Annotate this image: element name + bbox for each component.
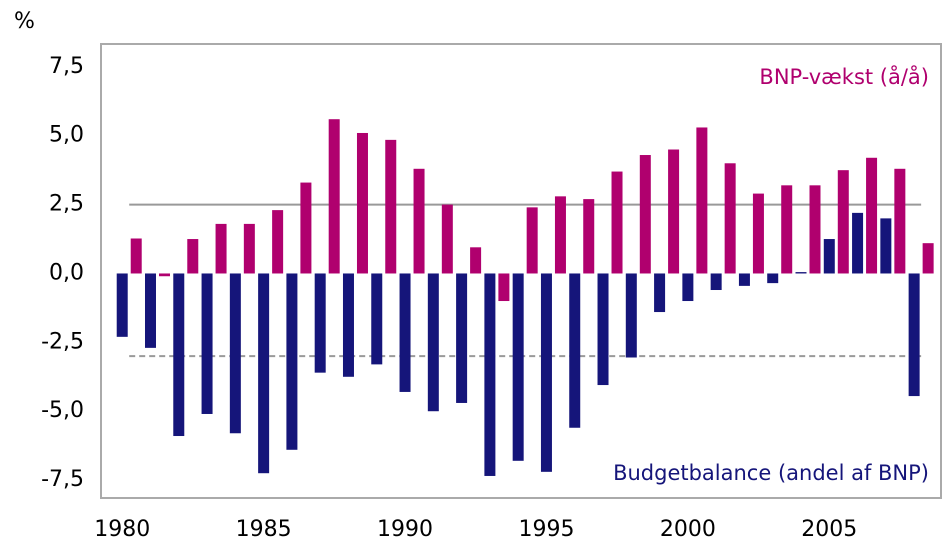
- x-tick-label: 1995: [518, 517, 574, 542]
- bar: [639, 155, 651, 274]
- bar: [258, 273, 270, 474]
- bar: [724, 163, 736, 274]
- bar: [752, 193, 764, 274]
- y-tick-label: -7,5: [41, 467, 84, 492]
- bar: [512, 273, 524, 461]
- y-tick-label: -5,0: [41, 398, 84, 423]
- bar: [668, 149, 680, 274]
- bar: [738, 273, 750, 286]
- bar: [328, 119, 340, 274]
- bar: [413, 168, 425, 274]
- bar: [116, 273, 128, 337]
- bar: [243, 223, 255, 274]
- y-tick-label: 7,5: [49, 54, 84, 79]
- y-unit-label: %: [14, 9, 35, 34]
- x-tick-label: 1990: [377, 517, 433, 542]
- x-tick-label: 1985: [236, 517, 292, 542]
- bar: [654, 273, 666, 313]
- bar: [554, 196, 566, 274]
- bar: [470, 247, 482, 274]
- bar: [597, 273, 609, 386]
- bar: [456, 273, 468, 403]
- bar: [809, 185, 821, 274]
- bar: [300, 182, 312, 274]
- bar: [795, 272, 807, 274]
- bar: [441, 204, 453, 274]
- bar: [894, 168, 906, 274]
- bar: [866, 157, 878, 274]
- y-tick-label: 5,0: [49, 123, 84, 148]
- bar: [342, 273, 354, 377]
- bar: [682, 273, 694, 302]
- bar: [158, 273, 170, 277]
- bar: [399, 273, 411, 392]
- bar: [314, 273, 326, 373]
- bar: [371, 273, 383, 365]
- bar: [173, 273, 185, 437]
- bar: [837, 170, 849, 274]
- plot-frame: [100, 43, 942, 499]
- x-tick-label: 2005: [801, 517, 857, 542]
- bar: [286, 273, 298, 450]
- series-label: BNP-vækst (å/å): [759, 64, 929, 89]
- bar: [583, 199, 595, 274]
- y-tick-label: -2,5: [41, 329, 84, 354]
- bar: [130, 238, 142, 274]
- bar: [272, 210, 284, 274]
- bar: [187, 239, 199, 274]
- bar: [781, 185, 793, 274]
- bar: [201, 273, 213, 414]
- series-label: Budgetbalance (andel af BNP): [613, 461, 929, 485]
- bar: [144, 273, 156, 348]
- bar: [922, 243, 934, 274]
- bar: [569, 273, 581, 428]
- bar: [215, 223, 227, 274]
- bar: [356, 132, 368, 274]
- bar: [611, 171, 623, 274]
- bar: [908, 273, 920, 397]
- y-tick-label: 2,5: [49, 192, 84, 217]
- y-tick-label: 0,0: [49, 260, 84, 285]
- bar: [427, 273, 439, 412]
- bar: [498, 273, 510, 302]
- bar: [696, 127, 708, 274]
- bar: [540, 273, 552, 472]
- bar: [767, 273, 779, 284]
- bar: [625, 273, 637, 358]
- bar: [823, 239, 835, 274]
- bar: [526, 207, 538, 274]
- bar: [852, 212, 864, 274]
- x-tick-label: 2000: [660, 517, 716, 542]
- bar: [880, 218, 892, 274]
- bar: [385, 139, 397, 274]
- bar: [710, 273, 722, 291]
- bar: [229, 273, 241, 434]
- x-tick-label: 1980: [94, 517, 150, 542]
- bar: [484, 273, 496, 476]
